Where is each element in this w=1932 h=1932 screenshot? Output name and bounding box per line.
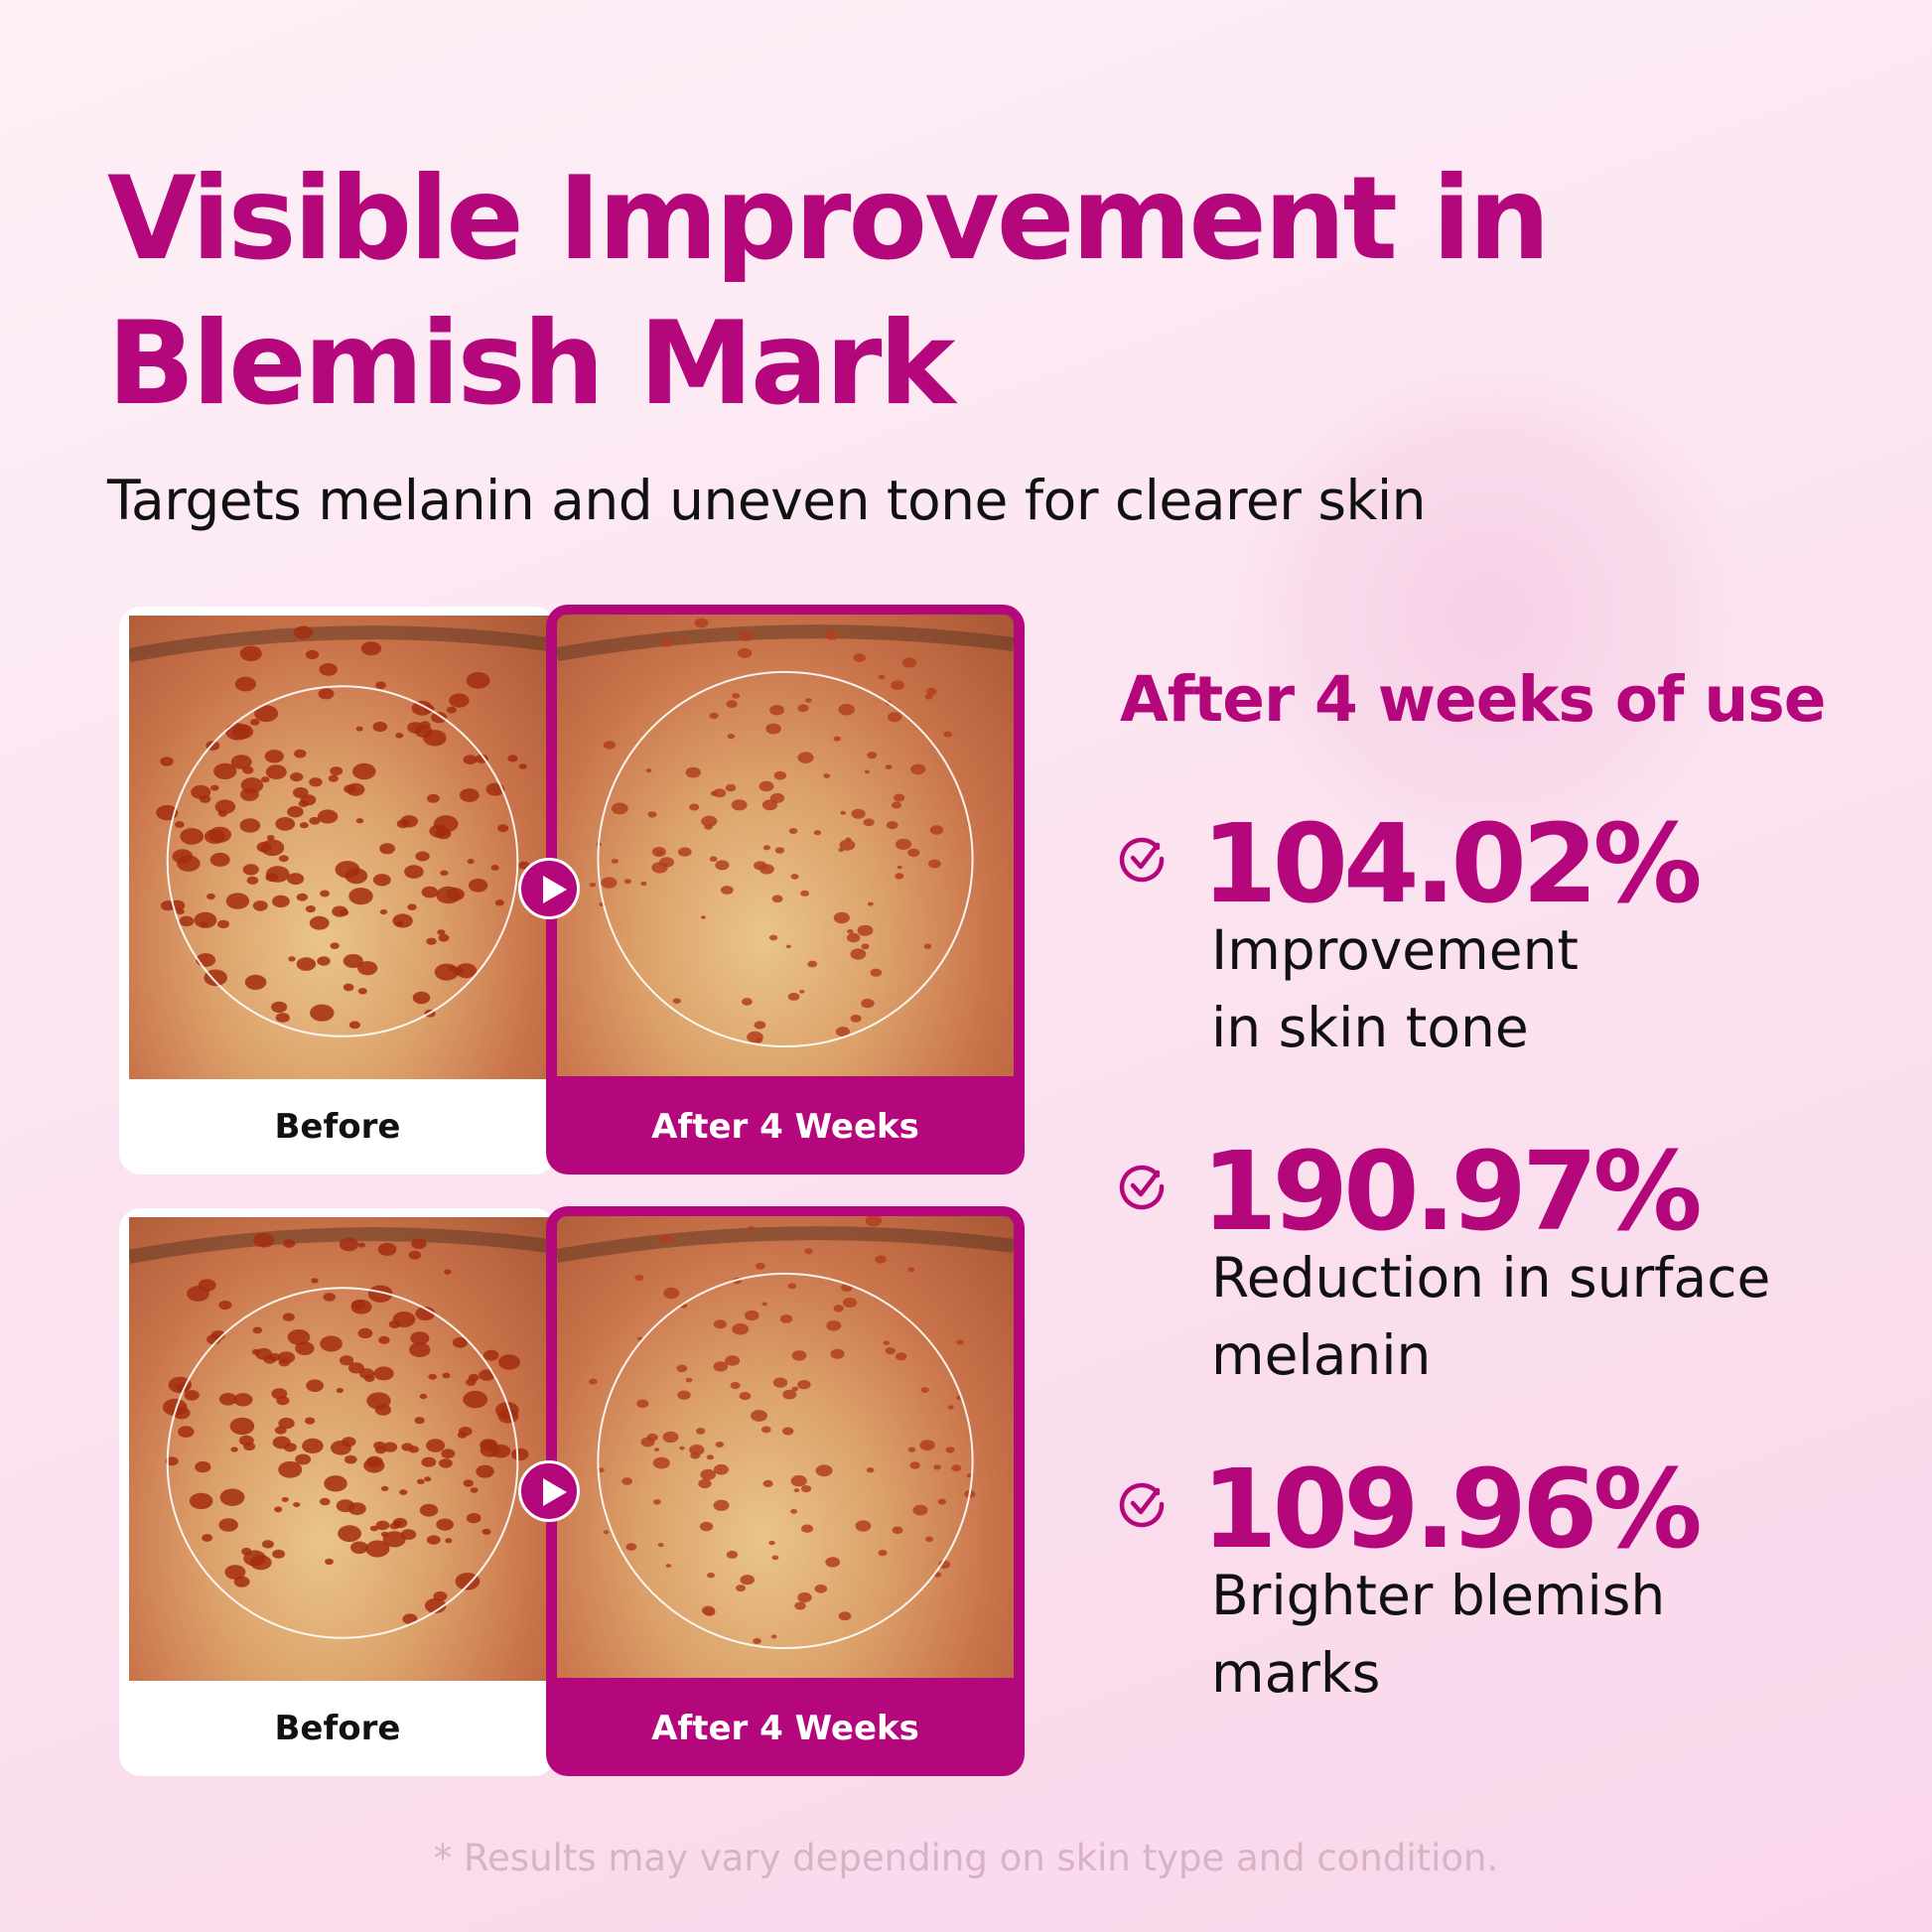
stat-value: 190.97%: [1201, 1128, 1703, 1255]
stat-description: Reduction in surface melanin: [1211, 1246, 1771, 1387]
after-label: After 4 Weeks: [651, 1709, 919, 1748]
play-arrow-icon: [518, 1460, 580, 1522]
check-circle-icon: [1119, 1482, 1165, 1528]
after-photo: [557, 615, 1014, 1076]
before-label: Before: [274, 1107, 401, 1147]
skin-image: [557, 618, 1014, 1048]
stat-description: Brighter blemish marks: [1211, 1564, 1666, 1705]
stat-value: 109.96%: [1201, 1446, 1703, 1573]
play-arrow-icon: [518, 858, 580, 919]
before-photo: [129, 1217, 556, 1681]
subtitle: Targets melanin and uneven tone for clea…: [107, 469, 1426, 532]
after-card: After 4 Weeks: [546, 1206, 1025, 1776]
stat-description: Improvement in skin tone: [1211, 918, 1579, 1059]
check-circle-icon: [1119, 837, 1165, 883]
after-label: After 4 Weeks: [651, 1107, 919, 1147]
stat-value: 104.02%: [1201, 800, 1703, 927]
before-card: Before: [119, 607, 556, 1174]
before-photo: [129, 616, 556, 1079]
skin-image: [557, 1216, 1014, 1650]
skin-image: [129, 1227, 556, 1639]
after-photo: [557, 1216, 1014, 1678]
check-circle-icon: [1119, 1165, 1165, 1210]
before-label: Before: [274, 1709, 401, 1748]
page-title: Visible Improvement in Blemish Mark: [107, 152, 1551, 431]
results-heading: After 4 weeks of use: [1120, 663, 1826, 736]
disclaimer: * Results may vary depending on skin typ…: [433, 1837, 1499, 1879]
skin-image: [129, 625, 556, 1037]
before-card: Before: [119, 1208, 556, 1776]
after-card: After 4 Weeks: [546, 605, 1025, 1174]
